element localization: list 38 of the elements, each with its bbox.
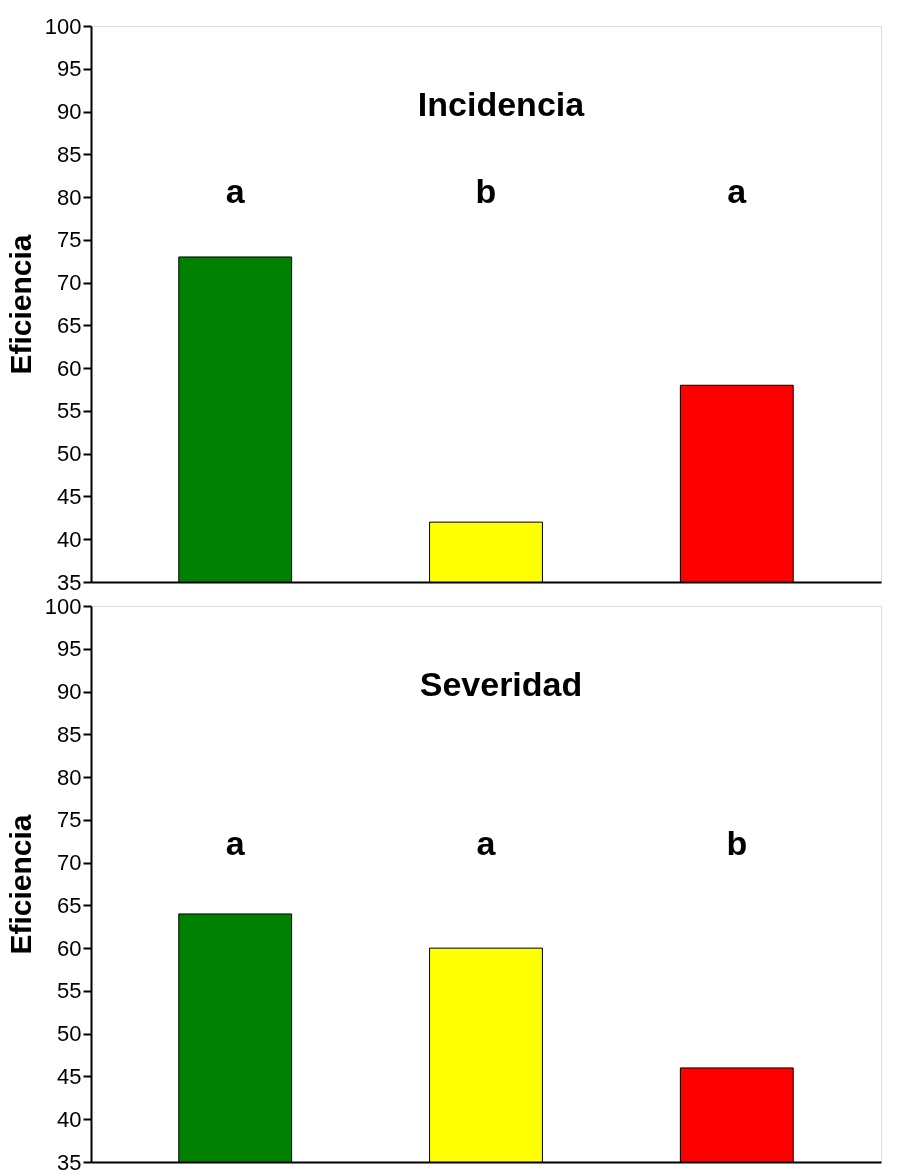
text: Incidencia [417, 85, 586, 123]
y-tick-label: 80 [57, 764, 82, 790]
annotation: a [476, 824, 497, 863]
annotation: b [475, 171, 497, 210]
y-tick-label: 90 [57, 99, 82, 125]
y-tick-label: 90 [57, 679, 82, 705]
y-tick-label: 35 [57, 569, 82, 595]
y-tick-label: 70 [57, 850, 82, 876]
y-tick-label: 40 [57, 526, 82, 552]
y-tick-label: 85 [57, 721, 82, 747]
y-tick-label: 45 [57, 1063, 82, 1089]
y-tick-label: 45 [57, 483, 82, 509]
annotation: a [225, 824, 246, 863]
y-tick-label: 55 [57, 978, 82, 1004]
y-axis-title: Eficiencia [3, 814, 37, 955]
y-tick-label: 40 [57, 1106, 82, 1132]
annotation: b [726, 824, 748, 863]
y-tick-label: 100 [44, 13, 82, 39]
y-tick-label: 35 [57, 1149, 82, 1173]
y-tick-label: 50 [57, 441, 82, 467]
y-tick-label: 95 [57, 56, 82, 82]
y-tick-label: 65 [57, 892, 82, 918]
y-tick-label: 65 [57, 312, 82, 338]
y-tick-label: 55 [57, 398, 82, 424]
y-tick-label: 75 [57, 807, 82, 833]
y-tick-label: 80 [57, 184, 82, 210]
y-tick-label: 60 [57, 935, 82, 961]
y-tick-label: 70 [57, 270, 82, 296]
y-tick-label: 95 [57, 636, 82, 662]
y-tick-label: 60 [57, 355, 82, 381]
y-tick-label: 50 [57, 1021, 82, 1047]
y-tick-label: 75 [57, 227, 82, 253]
y-tick-label: 85 [57, 141, 82, 167]
annotation: a [225, 171, 246, 210]
annotation: a [727, 171, 748, 210]
y-tick-label: 100 [44, 593, 82, 619]
y-axis-title: Eficiencia [3, 234, 37, 375]
text: Severidad [419, 665, 583, 703]
